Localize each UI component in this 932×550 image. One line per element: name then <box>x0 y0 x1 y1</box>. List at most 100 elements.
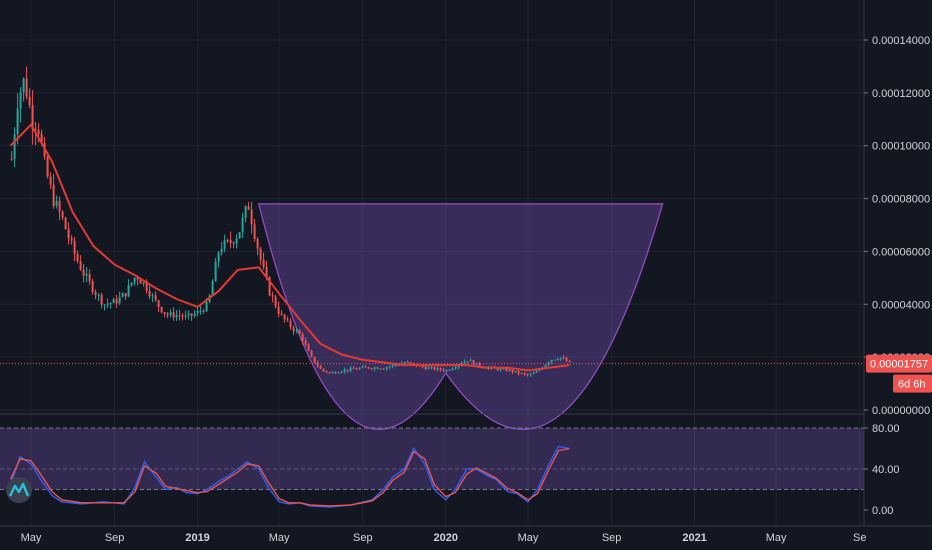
candle-body <box>136 277 139 280</box>
candle-body <box>109 303 112 305</box>
candle-body <box>340 371 343 373</box>
candle-body <box>517 370 520 374</box>
candle-body <box>154 295 157 301</box>
last-price-badge: 0.00001757 6d 6h <box>866 354 932 393</box>
candle-body <box>97 294 100 296</box>
candle-body <box>568 361 571 363</box>
candle-body <box>505 368 508 372</box>
candle-body <box>82 269 85 276</box>
candle-body <box>166 313 169 316</box>
candle-body <box>253 224 256 239</box>
candle-body <box>526 373 529 376</box>
time-tick-label: May <box>269 532 290 544</box>
candle-body <box>313 356 316 363</box>
candle-body <box>520 373 523 375</box>
candle-body <box>349 367 352 371</box>
candle-body <box>142 282 145 284</box>
candle-body <box>394 364 397 366</box>
candle-body <box>169 312 172 316</box>
candle-body <box>214 261 217 282</box>
time-tick-label: 2019 <box>185 532 209 544</box>
candle-body <box>283 314 286 320</box>
candle-body <box>91 280 94 293</box>
candle-body <box>523 373 526 375</box>
last-price-badge-box <box>866 354 932 373</box>
candle-body <box>16 108 19 135</box>
time-tick-label: May <box>518 532 539 544</box>
candle-body <box>562 357 565 359</box>
candle-body <box>382 368 385 370</box>
candle-body <box>94 292 97 295</box>
time-scale[interactable] <box>0 526 932 550</box>
time-tick-label: 2020 <box>433 532 457 544</box>
candle-body <box>106 303 109 305</box>
candle-body <box>217 252 220 262</box>
candle-body <box>409 362 412 364</box>
candle-body <box>160 306 163 313</box>
candle-body <box>301 333 304 341</box>
candle-body <box>13 134 16 160</box>
candle-body <box>151 295 154 297</box>
candle-body <box>271 295 274 297</box>
candle-body <box>535 370 538 373</box>
candle-body <box>280 313 283 315</box>
candle-body <box>352 367 355 369</box>
candle-body <box>553 359 556 361</box>
oscillator-tick-label: 40.00 <box>872 464 900 476</box>
moving-average-line <box>9 122 570 372</box>
time-tick-label: May <box>766 532 787 544</box>
candle-body <box>496 368 499 371</box>
price-pane[interactable] <box>0 66 864 430</box>
stochastic-rsi-pane[interactable] <box>0 427 864 508</box>
candle-body <box>565 358 568 362</box>
candle-body <box>448 369 451 371</box>
candle-body <box>445 370 448 372</box>
candle-body <box>379 368 382 370</box>
candle-body <box>115 299 118 304</box>
candle-body <box>37 130 40 134</box>
candle-body <box>421 365 424 367</box>
candle-body <box>127 285 130 297</box>
time-tick-label: Se <box>853 532 866 544</box>
candle-body <box>499 368 502 371</box>
oscillator-tick-label: 80.00 <box>872 423 900 435</box>
candle-body <box>157 300 160 307</box>
candle-body <box>178 314 181 316</box>
candle-body <box>265 266 268 278</box>
candle-body <box>163 312 166 314</box>
candle-body <box>274 296 277 307</box>
candle-body <box>544 364 547 368</box>
candle-body <box>73 240 76 254</box>
candle-body <box>79 261 82 270</box>
candle-body <box>424 366 427 370</box>
candle-body <box>103 304 106 306</box>
candle-body <box>469 360 472 362</box>
time-tick-label: 2021 <box>682 532 706 544</box>
candle-body <box>64 217 67 230</box>
candle-body <box>292 327 295 332</box>
candle-body <box>298 330 301 334</box>
candle-body <box>145 282 148 291</box>
candle-body <box>100 294 103 305</box>
price-tick-label: 0.00000000 <box>872 405 930 417</box>
candle-body <box>226 240 229 242</box>
candle-body <box>316 362 319 366</box>
candle-body <box>130 282 133 286</box>
tradingview-logo-icon[interactable] <box>6 477 32 503</box>
cup-pattern-shape[interactable] <box>257 203 664 430</box>
candle-body <box>454 366 457 369</box>
candle-body <box>88 274 91 281</box>
oscillator-d-line <box>9 447 570 507</box>
candle-body <box>286 319 289 321</box>
candle-body <box>232 242 235 244</box>
candle-body <box>307 344 310 351</box>
candle-body <box>385 367 388 369</box>
candle-body <box>442 369 445 371</box>
price-scale[interactable] <box>864 0 932 526</box>
candle-body <box>58 200 61 212</box>
candle-body <box>304 340 307 345</box>
candle-body <box>220 248 223 253</box>
candle-body <box>532 372 535 375</box>
candle-body <box>202 310 205 312</box>
